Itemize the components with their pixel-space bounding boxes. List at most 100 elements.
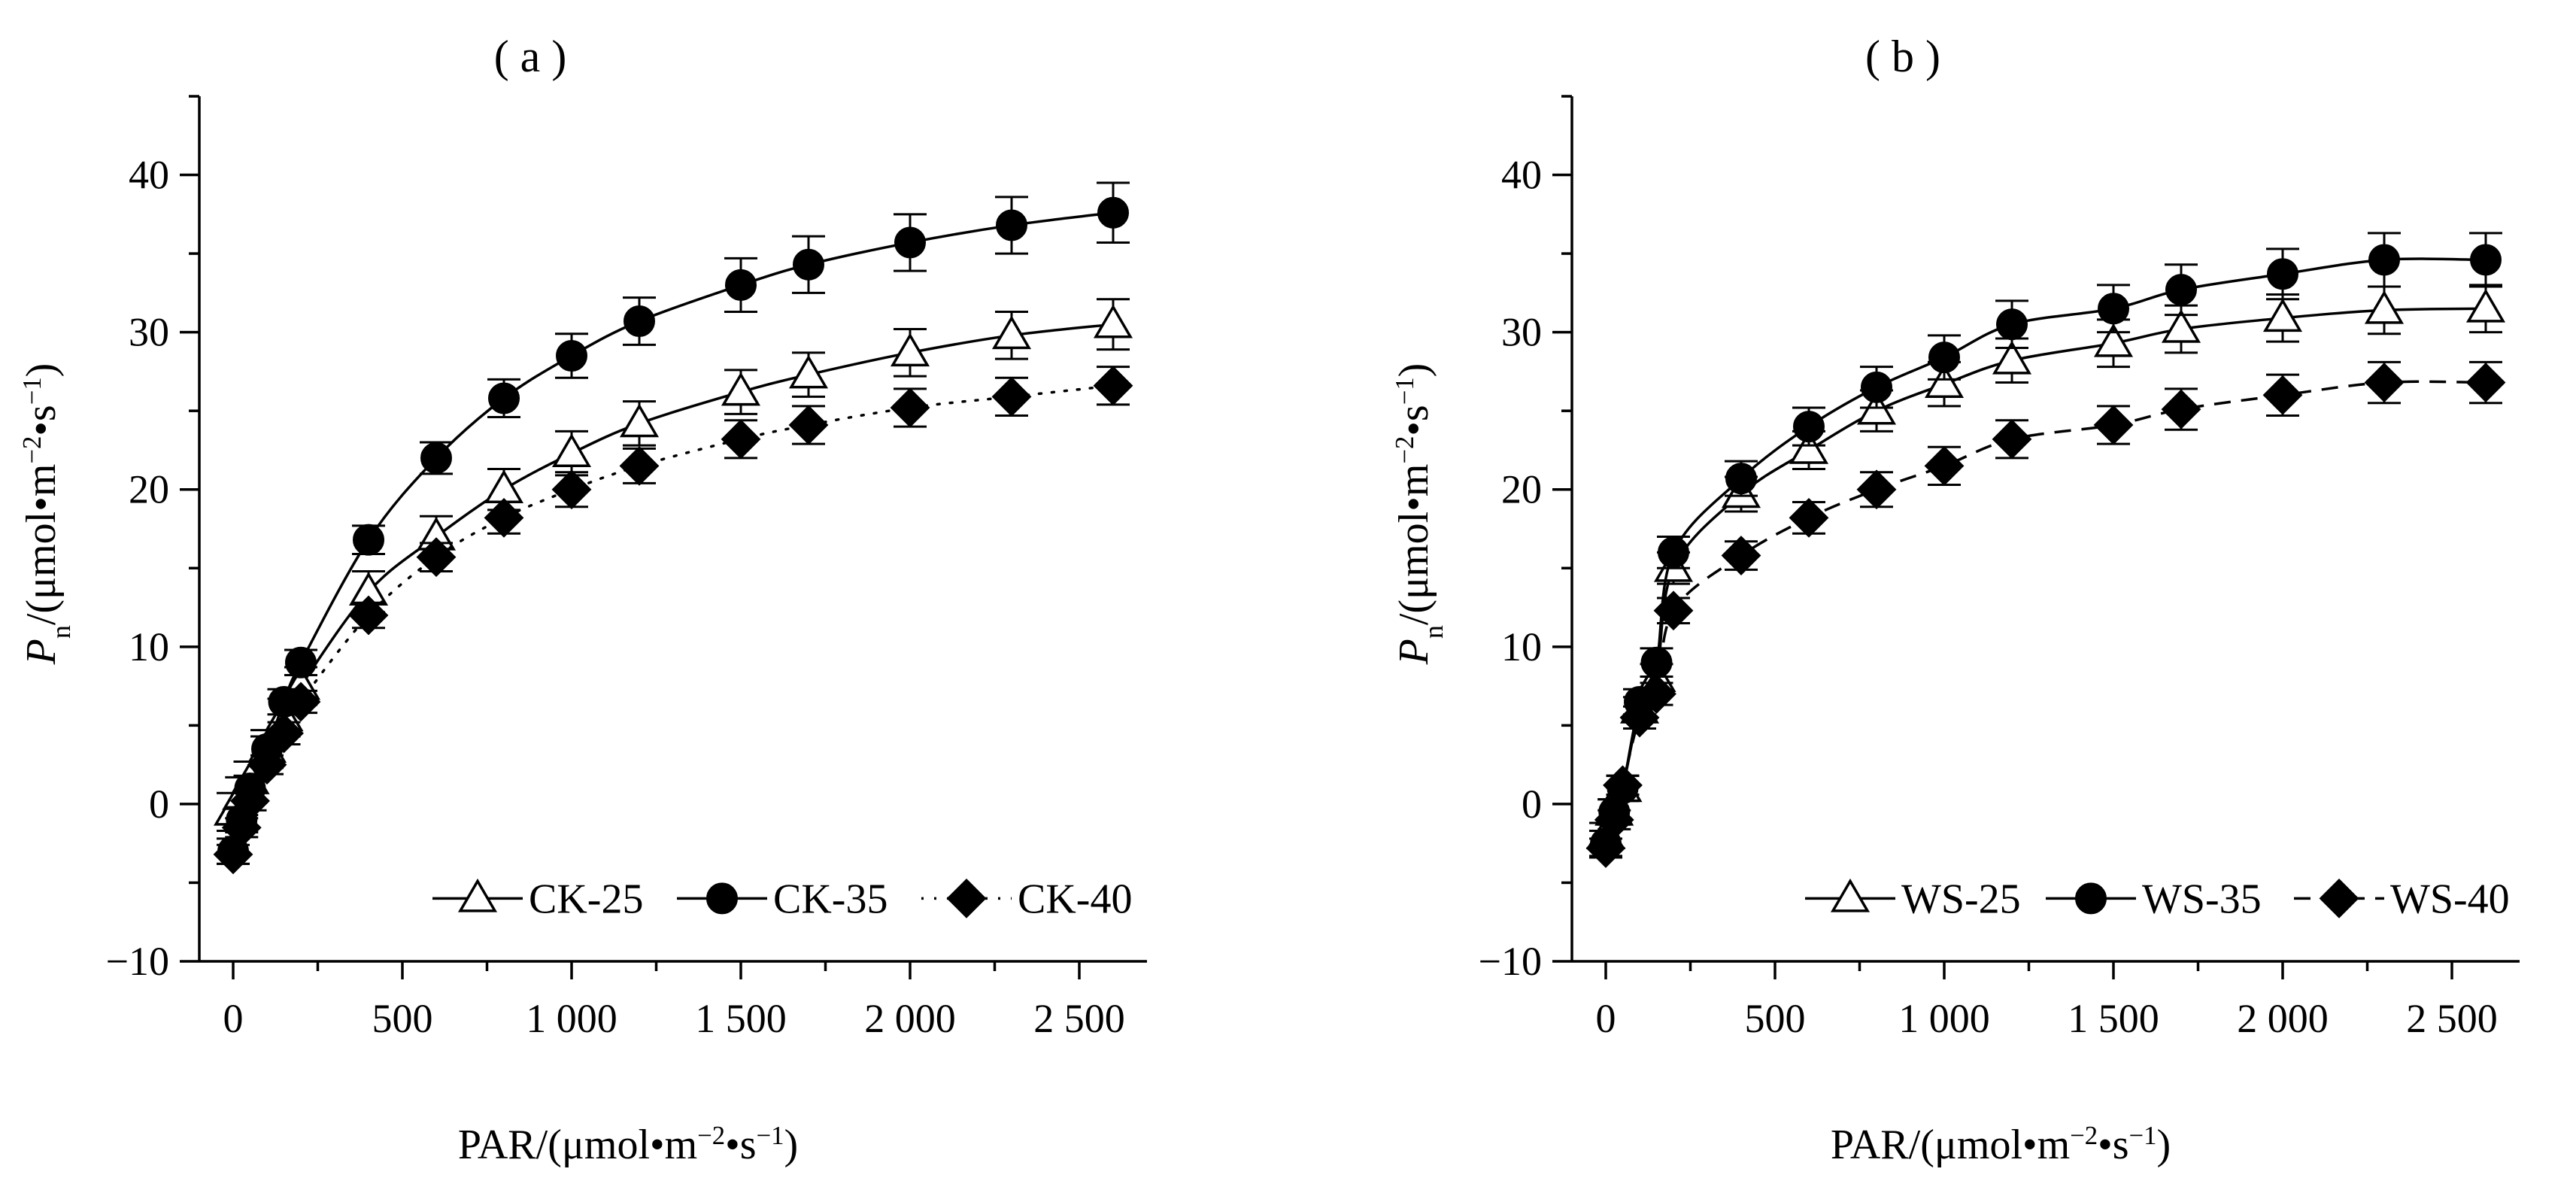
data-point: [1721, 536, 1761, 575]
data-point: [2165, 274, 2197, 306]
x-tick-label: 1 500: [695, 996, 787, 1041]
series-ws-40: [1585, 360, 2506, 868]
legend-marker-ck-25: [457, 878, 498, 912]
x-tick-label: 0: [223, 996, 244, 1041]
x-tick-label: 2 500: [2406, 996, 2498, 1041]
data-point: [1789, 430, 1829, 464]
y-axis-label: Pn/(μmol•m−2•s−1): [17, 363, 77, 666]
x-tick-label: 1 000: [526, 996, 617, 1041]
data-point: [1928, 342, 1960, 374]
series-ws-25: [1585, 284, 2506, 850]
data-point: [1653, 590, 1694, 631]
data-point: [1793, 411, 1825, 443]
data-point: [484, 497, 524, 538]
data-point: [721, 372, 761, 406]
data-point: [1619, 697, 1660, 738]
data-point: [1093, 304, 1133, 338]
data-point: [1603, 765, 1643, 806]
series-line: [1604, 380, 2486, 849]
data-point: [991, 376, 1032, 417]
data-point: [619, 403, 660, 438]
y-tick-label: 30: [129, 310, 169, 355]
data-point: [1097, 196, 1129, 229]
panel-title: ( b ): [1865, 32, 1940, 81]
legend-marker-ck-35: [706, 882, 738, 915]
x-axis-label: PAR/(μmol•m−2•s−1): [1831, 1121, 2171, 1169]
legend-label: CK-35: [773, 876, 887, 922]
legend-label: WS-35: [2142, 876, 2262, 922]
y-tick-label: 40: [129, 153, 169, 198]
panel-title: ( a ): [494, 32, 567, 81]
data-point: [556, 340, 587, 372]
data-point: [619, 445, 660, 486]
data-point: [416, 537, 457, 578]
data-point: [1640, 646, 1673, 679]
data-point: [1924, 364, 1965, 398]
data-point: [1992, 419, 2032, 460]
x-tick-label: 1 500: [2068, 996, 2159, 1041]
legend-label: CK-40: [1018, 876, 1132, 922]
data-point: [2364, 290, 2405, 324]
x-tick-label: 2 000: [2237, 996, 2329, 1041]
x-tick-label: 2 000: [864, 996, 956, 1041]
data-point: [247, 745, 287, 785]
legend-marker-ws-40: [2319, 878, 2359, 918]
x-tick-label: 0: [1596, 996, 1616, 1041]
data-point: [281, 682, 321, 722]
data-point: [725, 269, 757, 301]
y-tick-label: 30: [1501, 310, 1542, 355]
y-tick-label: 20: [1501, 467, 1542, 512]
y-tick-label: 0: [1522, 782, 1542, 827]
data-point: [2093, 405, 2134, 445]
series-ws-35: [1589, 232, 2502, 860]
x-tick-label: 500: [1745, 996, 1806, 1041]
data-point: [2368, 244, 2400, 276]
data-point: [1637, 674, 1676, 714]
legend: CK-25 CK-35 CK-40: [432, 876, 1132, 922]
data-point: [551, 469, 592, 510]
data-point: [2161, 308, 2201, 343]
legend-label: WS-40: [2390, 876, 2510, 922]
data-point: [1594, 800, 1634, 840]
data-point: [230, 781, 270, 821]
data-point: [1924, 445, 1965, 486]
data-point: [1856, 469, 1897, 510]
x-tick-label: 2 500: [1033, 996, 1125, 1041]
series-line: [1604, 307, 2486, 836]
y-tick-label: 10: [129, 624, 169, 669]
legend-marker-ck-40: [946, 878, 987, 918]
data-point: [1996, 308, 2028, 341]
x-tick-label: 500: [372, 996, 433, 1041]
data-point: [2267, 258, 2298, 290]
series-ck-35: [217, 181, 1130, 867]
y-tick-label: −10: [106, 939, 169, 984]
data-point: [2262, 298, 2303, 332]
y-tick-label: 40: [1501, 153, 1542, 198]
y-tick-label: 10: [1501, 624, 1542, 669]
data-point: [1861, 371, 1892, 403]
x-tick-label: 1 000: [1898, 996, 1990, 1041]
data-point: [1658, 536, 1689, 569]
data-point: [2470, 244, 2502, 276]
data-point: [2262, 375, 2303, 415]
data-point: [285, 646, 317, 679]
chart-panel-a: −10 0 10 20 30 40 0 500 1 000 1 500 2 000 2 500 ( a …: [17, 32, 1147, 1169]
data-point: [890, 387, 930, 428]
data-point: [2161, 389, 2201, 430]
data-point: [348, 595, 389, 636]
data-point: [1725, 463, 1757, 495]
data-point: [2465, 363, 2506, 402]
data-point: [2465, 288, 2506, 323]
data-point: [264, 713, 304, 754]
chart-panel-b: −10 0 10 20 30 40 0 500 1 000 1 500 2 000 2 500 ( b …: [1390, 32, 2520, 1168]
y-tick-label: −10: [1479, 939, 1542, 984]
legend-label: CK-25: [529, 876, 643, 922]
x-axis-label: PAR/(μmol•m−2•s−1): [458, 1121, 798, 1169]
data-point: [991, 315, 1032, 350]
legend-label: WS-25: [1901, 876, 2021, 922]
data-point: [1789, 497, 1829, 538]
data-point: [353, 524, 384, 556]
y-axis-label: Pn/(μmol•m−2•s−1): [1390, 363, 1449, 666]
data-point: [1992, 340, 2032, 375]
